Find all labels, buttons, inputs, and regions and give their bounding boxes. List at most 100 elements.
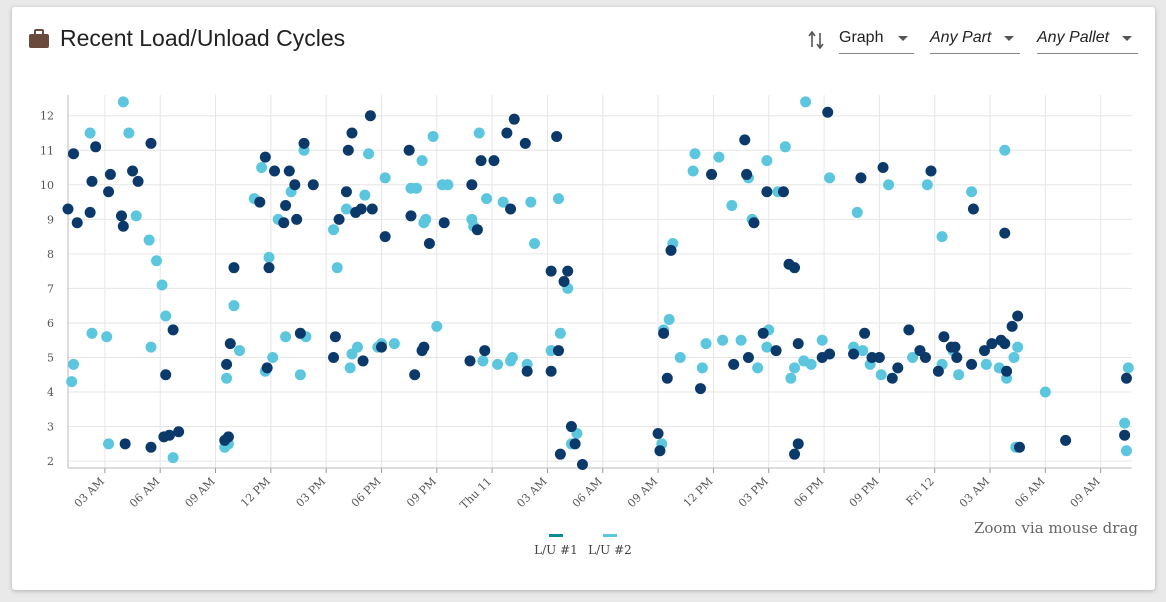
- chart-card: Recent Load/Unload Cycles Graph Any Part…: [12, 7, 1155, 590]
- y-tick-label: 3: [47, 421, 54, 434]
- lu1-point: [886, 372, 898, 384]
- lu1-point: [859, 327, 871, 339]
- lu1-point: [654, 445, 666, 457]
- lu1-point: [545, 365, 557, 377]
- chevron-down-icon: [1122, 36, 1132, 41]
- lu1-point: [739, 134, 751, 146]
- lu2-point: [735, 334, 747, 346]
- y-tick-label: 5: [47, 351, 54, 364]
- lu2-point: [800, 96, 812, 108]
- lu1-point: [71, 217, 83, 229]
- lu2-point: [117, 96, 129, 108]
- x-tick-label: 09 AM: [1068, 475, 1103, 510]
- lu2-point: [103, 438, 115, 450]
- part-select[interactable]: Any Part: [930, 27, 1020, 54]
- lu2-point: [497, 196, 509, 208]
- lu1-point: [438, 217, 450, 229]
- lu2-point: [156, 279, 168, 291]
- lu1-point: [1001, 365, 1013, 377]
- lu1-point: [661, 372, 673, 384]
- lu2-point: [857, 345, 869, 357]
- lu1-point: [789, 448, 801, 460]
- lu1-point: [475, 155, 487, 167]
- lu1-point: [576, 459, 588, 471]
- lu1-point: [949, 341, 961, 353]
- lu1-point: [1119, 429, 1131, 441]
- lu2-point: [145, 341, 157, 353]
- lu1-point: [115, 210, 127, 222]
- lu2-point: [352, 341, 364, 353]
- lu1-point: [119, 438, 131, 450]
- y-tick-label: 7: [47, 282, 54, 295]
- x-tick-label: 09 AM: [182, 475, 217, 510]
- lu1-point: [966, 358, 978, 370]
- lu2-point: [233, 345, 245, 357]
- lu2-point: [966, 186, 978, 198]
- lu2-point: [506, 351, 518, 363]
- lu1-point: [694, 383, 706, 395]
- lu2-point: [66, 376, 78, 388]
- x-tick-label: 06 PM: [349, 475, 384, 510]
- lu2-point: [726, 200, 738, 212]
- lu2-point: [84, 127, 96, 139]
- x-tick-label: 03 AM: [957, 475, 992, 510]
- lu1-point: [375, 341, 387, 353]
- lu1-point: [741, 168, 753, 180]
- lu1-point: [822, 106, 834, 118]
- lu1-point: [873, 351, 885, 363]
- lu2-point: [921, 179, 933, 191]
- lu2-point: [160, 310, 172, 322]
- lu1-point: [777, 186, 789, 198]
- lu1-point: [824, 348, 836, 360]
- lu2-point: [473, 127, 485, 139]
- x-tick-label: 03 PM: [294, 475, 329, 510]
- lu1-point: [488, 155, 500, 167]
- x-tick-label: 03 PM: [736, 475, 771, 510]
- lu2-point: [663, 313, 675, 325]
- lu1-point: [553, 345, 565, 357]
- lu1-point: [278, 217, 290, 229]
- lu2-point: [553, 193, 565, 205]
- lu1-point: [221, 358, 233, 370]
- lu2-point: [363, 148, 375, 160]
- lu1-point: [228, 262, 240, 274]
- lu1-point: [951, 351, 963, 363]
- lu2-point: [789, 362, 801, 374]
- sort-arrows-icon[interactable]: [808, 30, 824, 50]
- lu1-point: [280, 200, 292, 212]
- x-tick-label: Thu 11: [457, 475, 494, 512]
- legend-label: L/U #1: [534, 543, 578, 557]
- lu2-point: [1039, 386, 1051, 398]
- lu1-point: [103, 186, 115, 198]
- lu1-point: [706, 168, 718, 180]
- lu2-point: [529, 238, 541, 250]
- lu1-point: [364, 110, 376, 122]
- lu2-point: [713, 151, 725, 163]
- x-tick-label: 12 PM: [238, 475, 273, 510]
- lu1-point: [423, 238, 435, 250]
- lu2-point: [883, 179, 895, 191]
- lu1-point: [68, 148, 80, 160]
- x-tick-label: 06 AM: [127, 475, 162, 510]
- scatter-chart[interactable]: 2 3 4 5 6 7 8 9 10 11 12 03 AM 06 AM 09 AM 12 PM 03 PM 0…: [12, 7, 1155, 567]
- lu1-point: [658, 327, 670, 339]
- lu1-point: [127, 165, 139, 177]
- lu1-point: [761, 186, 773, 198]
- briefcase-icon: [29, 28, 49, 48]
- view-select[interactable]: Graph: [839, 27, 914, 54]
- lu1-point: [466, 179, 478, 191]
- lu1-point: [848, 348, 860, 360]
- lu1-point: [117, 220, 129, 232]
- lu1-point: [289, 179, 301, 191]
- pallet-select[interactable]: Any Pallet: [1037, 27, 1138, 54]
- x-tick-label: 09 AM: [625, 475, 660, 510]
- lu2-point: [1122, 362, 1134, 374]
- lu2-point: [68, 358, 80, 370]
- lu2-point: [411, 182, 423, 194]
- lu2-point: [700, 338, 712, 350]
- lu1-point: [1014, 441, 1026, 453]
- x-tick-label: 06 PM: [791, 475, 826, 510]
- legend-swatch: [549, 534, 563, 537]
- lu2-point: [167, 452, 179, 464]
- lu2-point: [427, 130, 439, 142]
